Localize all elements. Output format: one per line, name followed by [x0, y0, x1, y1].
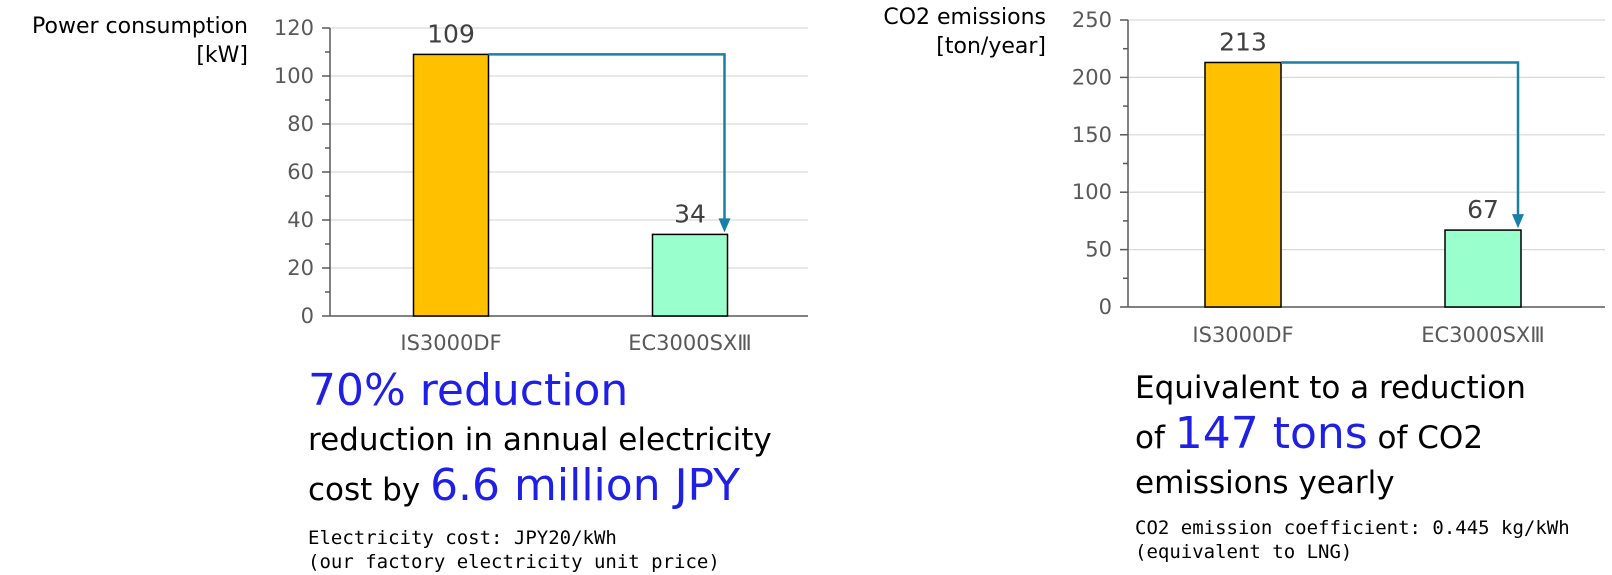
power-reduction-arrow	[488, 53, 726, 221]
co2-reduction-amount: 147 tons	[1174, 408, 1368, 459]
co2-ytick-label: 150	[1072, 123, 1112, 147]
co2-ylabel-line1: CO2 emissions	[883, 5, 1046, 30]
co2-ytick-label: 250	[1072, 8, 1112, 32]
co2-note-line1: CO2 emission coefficient: 0.445 kg/kWh	[1135, 517, 1570, 539]
co2-arrow-head	[1512, 214, 1524, 229]
electricity-note-line2: (our factory electricity unit price)	[308, 551, 720, 573]
reduction-percent-headline: 70% reduction	[308, 365, 629, 416]
power-ytick-label: 0	[301, 304, 314, 328]
power-ylabel-line1: Power consumption	[32, 14, 248, 39]
co2-caption-line-2-suffix: of CO2	[1367, 420, 1484, 456]
co2-ytick-label: 100	[1072, 180, 1112, 204]
co2-ytick-label: 0	[1099, 295, 1112, 319]
power-ytick-label: 20	[287, 256, 314, 280]
power-ytick-label: 80	[287, 112, 314, 136]
power-category-label: EC3000SXⅢ	[628, 331, 752, 355]
power-bar-is3000df	[412, 53, 490, 317]
caption-line-3-prefix: cost by	[308, 472, 431, 508]
co2-emissions-chart: 0 50 100 150 200 250 213 IS3000DF 67 EC3000SXⅢ	[1072, 8, 1605, 347]
co2-note-line2: (equivalent to LNG)	[1135, 541, 1353, 563]
co2-ytick-label: 200	[1072, 65, 1112, 89]
co2-category-label: EC3000SXⅢ	[1421, 323, 1545, 347]
co2-coefficient-note: CO2 emission coefficient: 0.445 kg/kWh (…	[1135, 516, 1570, 564]
power-ytick-label: 100	[274, 64, 314, 88]
co2-ylabel: CO2 emissions [ton/year]	[820, 3, 1046, 61]
power-ylabel-line2: [kW]	[196, 43, 248, 68]
power-category-label: IS3000DF	[400, 331, 501, 355]
caption-line-2: reduction in annual electricity	[308, 422, 772, 458]
co2-data-label: 213	[1219, 27, 1267, 56]
co2-data-label: 67	[1467, 195, 1499, 224]
power-ylabel: Power consumption [kW]	[0, 12, 248, 70]
co2-reduction-arrow	[1281, 61, 1520, 217]
power-bar-ec3000sx	[651, 233, 729, 317]
power-data-label: 34	[674, 199, 706, 228]
co2-caption-line-2: of 147 tons of CO2	[1135, 411, 1526, 461]
co2-bar-ec3000sx	[1444, 229, 1522, 308]
caption-line-3: cost by 6.6 million JPY	[308, 463, 772, 513]
power-arrow-head	[718, 218, 731, 233]
co2-bar-is3000df	[1204, 61, 1282, 308]
co2-caption-line-2-prefix: of	[1135, 420, 1175, 456]
power-ytick-label: 40	[287, 208, 314, 232]
electricity-cost-note: Electricity cost: JPY20/kWh (our factory…	[308, 526, 720, 574]
cost-reduction-amount: 6.6 million JPY	[430, 460, 740, 511]
co2-category-label: IS3000DF	[1192, 323, 1293, 347]
power-ytick-label: 120	[274, 16, 314, 40]
power-consumption-chart: 0 20 40 60 80 100 120 109 IS3000DF 34 EC3000SXⅢ	[274, 16, 808, 355]
co2-reduction-caption: Equivalent to a reduction of 147 tons of…	[1135, 366, 1526, 506]
co2-ytick-label: 50	[1085, 238, 1112, 262]
power-data-label: 109	[427, 19, 475, 48]
co2-caption-line-3: emissions yearly	[1135, 465, 1395, 501]
power-ytick-label: 60	[287, 160, 314, 184]
electricity-reduction-caption: 70% reduction reduction in annual electr…	[308, 364, 772, 513]
co2-caption-line-1: Equivalent to a reduction	[1135, 370, 1526, 406]
electricity-note-line1: Electricity cost: JPY20/kWh	[308, 527, 617, 549]
co2-ylabel-line2: [ton/year]	[936, 34, 1046, 59]
